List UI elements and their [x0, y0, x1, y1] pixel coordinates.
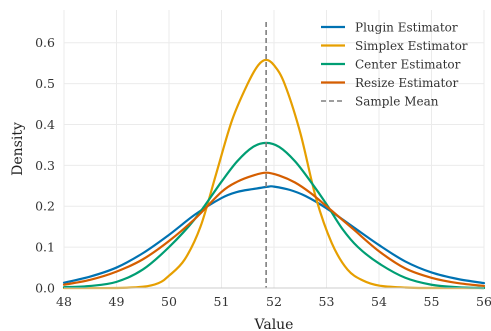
- y-tick-label: 0.6: [35, 35, 55, 50]
- y-axis-title: Density: [10, 122, 26, 176]
- legend-label-simplex-estimator: Simplex Estimator: [355, 39, 468, 53]
- x-tick-labels: 48 49 50 51 52 53 54 55 56: [56, 294, 491, 309]
- y-tick-label: 0.2: [35, 199, 55, 214]
- x-tick-label: 54: [371, 294, 387, 309]
- y-tick-label: 0.1: [35, 240, 55, 255]
- x-tick-label: 55: [424, 294, 440, 309]
- x-axis-title: Value: [254, 317, 294, 331]
- x-tick-label: 51: [214, 294, 230, 309]
- legend-label-sample-mean: Sample Mean: [355, 95, 439, 109]
- y-tick-label: 0.5: [35, 76, 55, 91]
- x-tick-label: 50: [161, 294, 177, 309]
- legend-label-center-estimator: Center Estimator: [355, 58, 461, 72]
- x-tick-label: 49: [109, 294, 125, 309]
- y-tick-label: 0.4: [35, 117, 55, 132]
- x-tick-label: 48: [56, 294, 72, 309]
- x-tick-label: 56: [476, 294, 491, 309]
- x-tick-label: 52: [266, 294, 282, 309]
- legend-label-resize-estimator: Resize Estimator: [355, 76, 459, 90]
- x-tick-label: 53: [319, 294, 335, 309]
- legend: Plugin Estimator Simplex Estimator Center …: [321, 21, 468, 109]
- legend-label-plugin-estimator: Plugin Estimator: [355, 21, 458, 35]
- y-tick-labels: 0.0 0.1 0.2 0.3 0.4 0.5 0.6: [35, 35, 55, 295]
- y-tick-label: 0.0: [35, 281, 55, 296]
- y-tick-label: 0.3: [35, 158, 55, 173]
